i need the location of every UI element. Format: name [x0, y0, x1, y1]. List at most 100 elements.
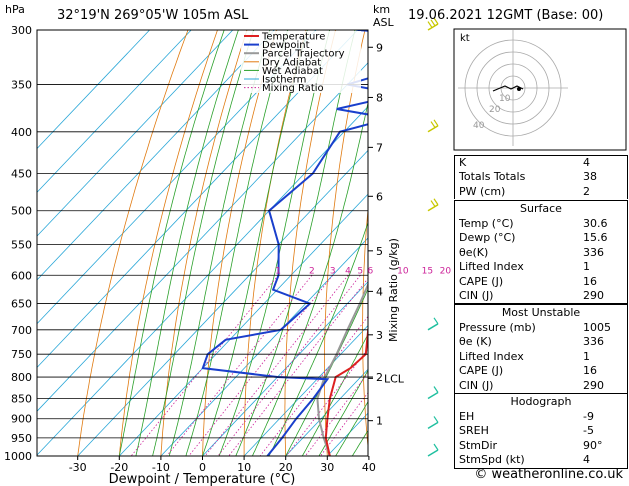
legend-entry: Dry Adiabat: [262, 57, 321, 68]
row-value: 336: [583, 245, 604, 259]
temperature-tick-label: 30: [320, 461, 334, 474]
mixing-ratio-line: [166, 275, 313, 456]
altitude-tick-label: 1: [376, 415, 383, 428]
wind-barb-flag: [427, 21, 433, 28]
index-value: 4: [583, 156, 590, 169]
pressure-tick-label: 850: [11, 392, 32, 405]
wind-barb-flag: [433, 416, 439, 423]
pressure-tick-label: 550: [11, 238, 32, 251]
mixing-ratio-label: 10: [397, 266, 409, 276]
row-label: CAPE (J): [459, 364, 504, 378]
mu-row: CIN (J) 290: [455, 379, 627, 393]
row-label: Dewp (°C): [459, 231, 516, 245]
mu-row: CAPE (J) 16: [455, 364, 627, 378]
row-value: 4: [583, 453, 590, 467]
isotherm-line: [285, 368, 368, 456]
isotherm-line: [37, 30, 234, 237]
row-label: StmDir: [459, 438, 498, 452]
wet-adiabat-line: [301, 333, 368, 456]
wet-adiabat-line: [335, 401, 368, 456]
legend-entry: Parcel Trajectory: [262, 49, 345, 60]
hodo-row: SREH -5: [455, 424, 627, 438]
x-axis-label: Dewpoint / Temperature (°C): [109, 472, 296, 486]
most-unstable-title: Most Unstable: [501, 306, 581, 319]
legend-background: [241, 31, 361, 93]
pressure-tick-label: 1000: [4, 450, 32, 463]
row-value: 1005: [583, 321, 611, 334]
hodograph-title: Hodograph: [510, 395, 572, 408]
isotherm-line: [243, 324, 368, 456]
mixing-ratio-line: [130, 275, 279, 456]
altitude-tick-label: 6: [376, 190, 383, 203]
dry-adiabat-line: [77, 30, 189, 456]
pressure-tick-label: 350: [11, 79, 32, 92]
mixing-ratio-label: 15: [422, 266, 433, 276]
temperature-line: [324, 326, 368, 456]
wind-barb-flag: [433, 17, 439, 25]
row-value: 30.6: [583, 217, 608, 230]
isotherm-line: [37, 30, 192, 193]
index-value: 2: [583, 184, 590, 198]
row-label: CAPE (J): [459, 274, 504, 288]
isotherm-line: [37, 62, 368, 412]
mu-row: Pressure (mb) 1005: [455, 321, 627, 335]
legend-entry: Isotherm: [262, 75, 306, 86]
row-label: Lifted Index: [459, 260, 524, 274]
row-value: 1: [583, 349, 590, 363]
pressure-tick-label: 800: [11, 371, 32, 384]
altitude-tick-label: 2: [376, 371, 383, 384]
row-value: 290: [583, 378, 604, 392]
mixing-ratio-label: 5: [357, 266, 363, 276]
hodograph-panel: Hodograph EH -9 SREH -5 StmDir 90° StmSpd (…: [454, 393, 628, 469]
wind-barb-flag: [430, 200, 436, 207]
hodo-row: StmSpd (kt) 4: [455, 453, 627, 467]
dewpoint-line: [201, 30, 368, 456]
wind-barb-shaft: [427, 323, 439, 331]
isotherm-line: [37, 30, 275, 281]
wind-barb-shaft: [427, 391, 439, 400]
pressure-tick-label: 600: [11, 269, 32, 282]
pressure-tick-label: 750: [11, 348, 32, 361]
hodograph-unit-label: kt: [460, 33, 470, 44]
index-label: K: [459, 156, 467, 169]
surface-row: CAPE (J) 16: [455, 275, 627, 289]
index-row: Totals Totals 38: [455, 170, 627, 184]
hodo-row: StmDir 90°: [455, 439, 627, 453]
wind-barb-flag: [433, 443, 439, 451]
mixing-ratio-label: 20: [440, 266, 452, 276]
wind-barb-flag: [433, 119, 439, 127]
wind-barb-flag: [430, 121, 436, 128]
surface-title: Surface: [520, 202, 562, 215]
isotherm-line: [160, 237, 368, 456]
row-label: SREH: [459, 424, 489, 438]
mixing-ratio-label: 2: [309, 266, 315, 276]
row-label: Temp (°C): [459, 217, 514, 230]
legend-entry: Temperature: [261, 32, 325, 43]
hodograph-ring-label: 20: [489, 105, 501, 115]
isotherm-line: [37, 106, 368, 456]
altitude-tick-label: 9: [376, 41, 383, 54]
row-label: CIN (J): [459, 288, 494, 302]
hodo-row: EH -9: [455, 410, 627, 424]
row-value: 16: [583, 274, 597, 288]
pressure-tick-label: 700: [11, 324, 32, 337]
wind-barb-shaft: [427, 449, 439, 457]
most-unstable-panel: Most Unstable Pressure (mb) 1005 θe (K) 33…: [454, 304, 628, 394]
lcl-label: LCL: [384, 372, 405, 385]
surface-row: Dewp (°C) 15.6: [455, 231, 627, 245]
hodograph-frame: [453, 28, 627, 151]
wind-barb-shaft: [427, 204, 439, 212]
pressure-tick-label: 500: [11, 205, 32, 218]
mixing-ratio-line: [304, 372, 368, 456]
asl-label: ASL: [373, 16, 394, 29]
mixing-ratio-label: 3: [330, 266, 336, 276]
row-label: CIN (J): [459, 378, 494, 392]
mu-row: θe (K) 336: [455, 335, 627, 349]
mixing-ratio-label: 1: [275, 266, 281, 276]
wind-barb-shaft: [427, 421, 439, 430]
mixing-ratio-label: 6: [368, 266, 374, 276]
